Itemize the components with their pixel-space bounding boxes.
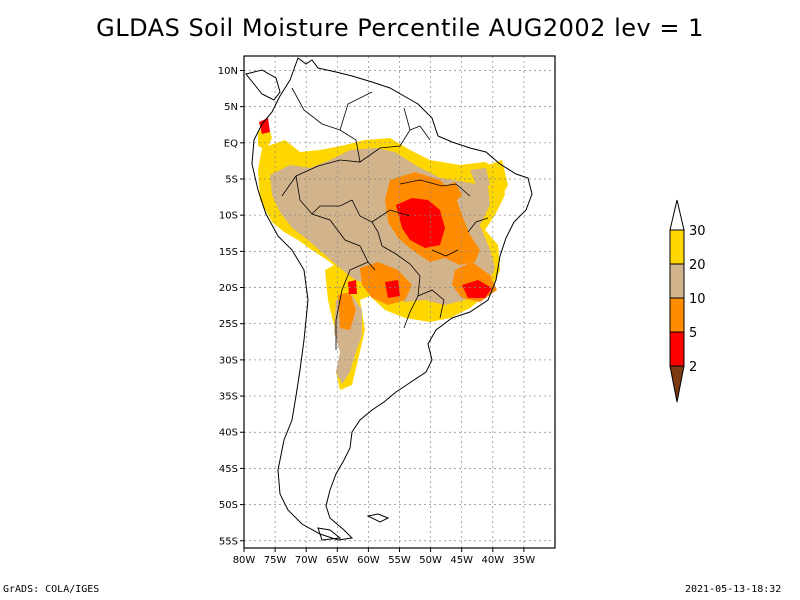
lat-tick-label: 20S — [219, 283, 238, 294]
legend-swatch-max — [669, 199, 685, 231]
lon-tick-label: 80W — [233, 555, 256, 566]
legend-swatch — [669, 331, 685, 367]
lat-tick-label: 25S — [219, 319, 238, 330]
falklands — [366, 513, 390, 523]
longitude-axis: 80W 75W 70W 65W 60W 55W 50W 45W 40W 35W — [233, 548, 536, 566]
lat-tick-label: 45S — [219, 464, 238, 475]
legend-swatch — [669, 229, 685, 265]
shade-2-5-center — [396, 198, 445, 248]
percentile-shading — [258, 118, 508, 390]
legend-swatch-min — [669, 365, 685, 403]
legend-level-label: 10 — [689, 292, 706, 307]
latitude-axis: 10N 5N EQ 5S 10S 15S 20S 25S 30S 35S 40S 45S 50S 55S — [218, 66, 244, 547]
legend-level-label: 20 — [689, 258, 706, 273]
lon-tick-label: 60W — [357, 555, 380, 566]
country-borders — [281, 87, 489, 350]
footer-timestamp: 2021-05-13-18:32 — [685, 584, 782, 595]
lat-tick-label: 50S — [219, 500, 238, 511]
shade-2-5-s2 — [348, 280, 357, 294]
lat-tick-label: EQ — [224, 138, 238, 149]
lat-tick-label: 5N — [224, 102, 238, 113]
shade-5-10-north — [440, 182, 462, 205]
lon-tick-label: 40W — [481, 555, 504, 566]
colorbar-legend: 30 20 10 5 2 — [669, 199, 706, 403]
legend-level-label: 2 — [689, 360, 697, 375]
lon-tick-label: 35W — [513, 555, 536, 566]
map-title: GLDAS Soil Moisture Percentile AUG2002 l… — [96, 14, 704, 42]
lon-tick-label: 75W — [264, 555, 287, 566]
coastlines — [245, 57, 533, 541]
gridlines — [243, 56, 555, 548]
legend-swatch — [669, 297, 685, 333]
lat-tick-label: 40S — [219, 428, 238, 439]
shade-5-10-west — [338, 292, 356, 330]
shade-2-5-s1 — [385, 280, 400, 298]
legend-level-label: 5 — [689, 326, 697, 341]
lon-tick-label: 50W — [419, 555, 442, 566]
lat-tick-label: 15S — [219, 247, 238, 258]
lon-tick-label: 65W — [326, 555, 349, 566]
lon-tick-label: 55W — [388, 555, 411, 566]
lat-tick-label: 55S — [219, 536, 238, 547]
lat-tick-label: 10N — [218, 66, 238, 77]
shade-20-30-ne — [488, 160, 508, 200]
lat-tick-label: 30S — [219, 355, 238, 366]
shade-2-5-se — [462, 280, 492, 298]
footer-credit: GrADS: COLA/IGES — [3, 584, 100, 595]
lon-tick-label: 45W — [450, 555, 473, 566]
lat-tick-label: 35S — [219, 392, 238, 403]
legend-level-label: 30 — [689, 224, 706, 239]
legend-swatch — [669, 263, 685, 299]
lon-tick-label: 70W — [295, 555, 318, 566]
central-america — [245, 69, 281, 101]
lat-tick-label: 5S — [225, 175, 238, 186]
continent-outline — [251, 57, 533, 541]
tierra-del-fuego — [317, 527, 342, 541]
shade-2-5-coast — [259, 118, 270, 134]
lat-tick-label: 10S — [219, 211, 238, 222]
